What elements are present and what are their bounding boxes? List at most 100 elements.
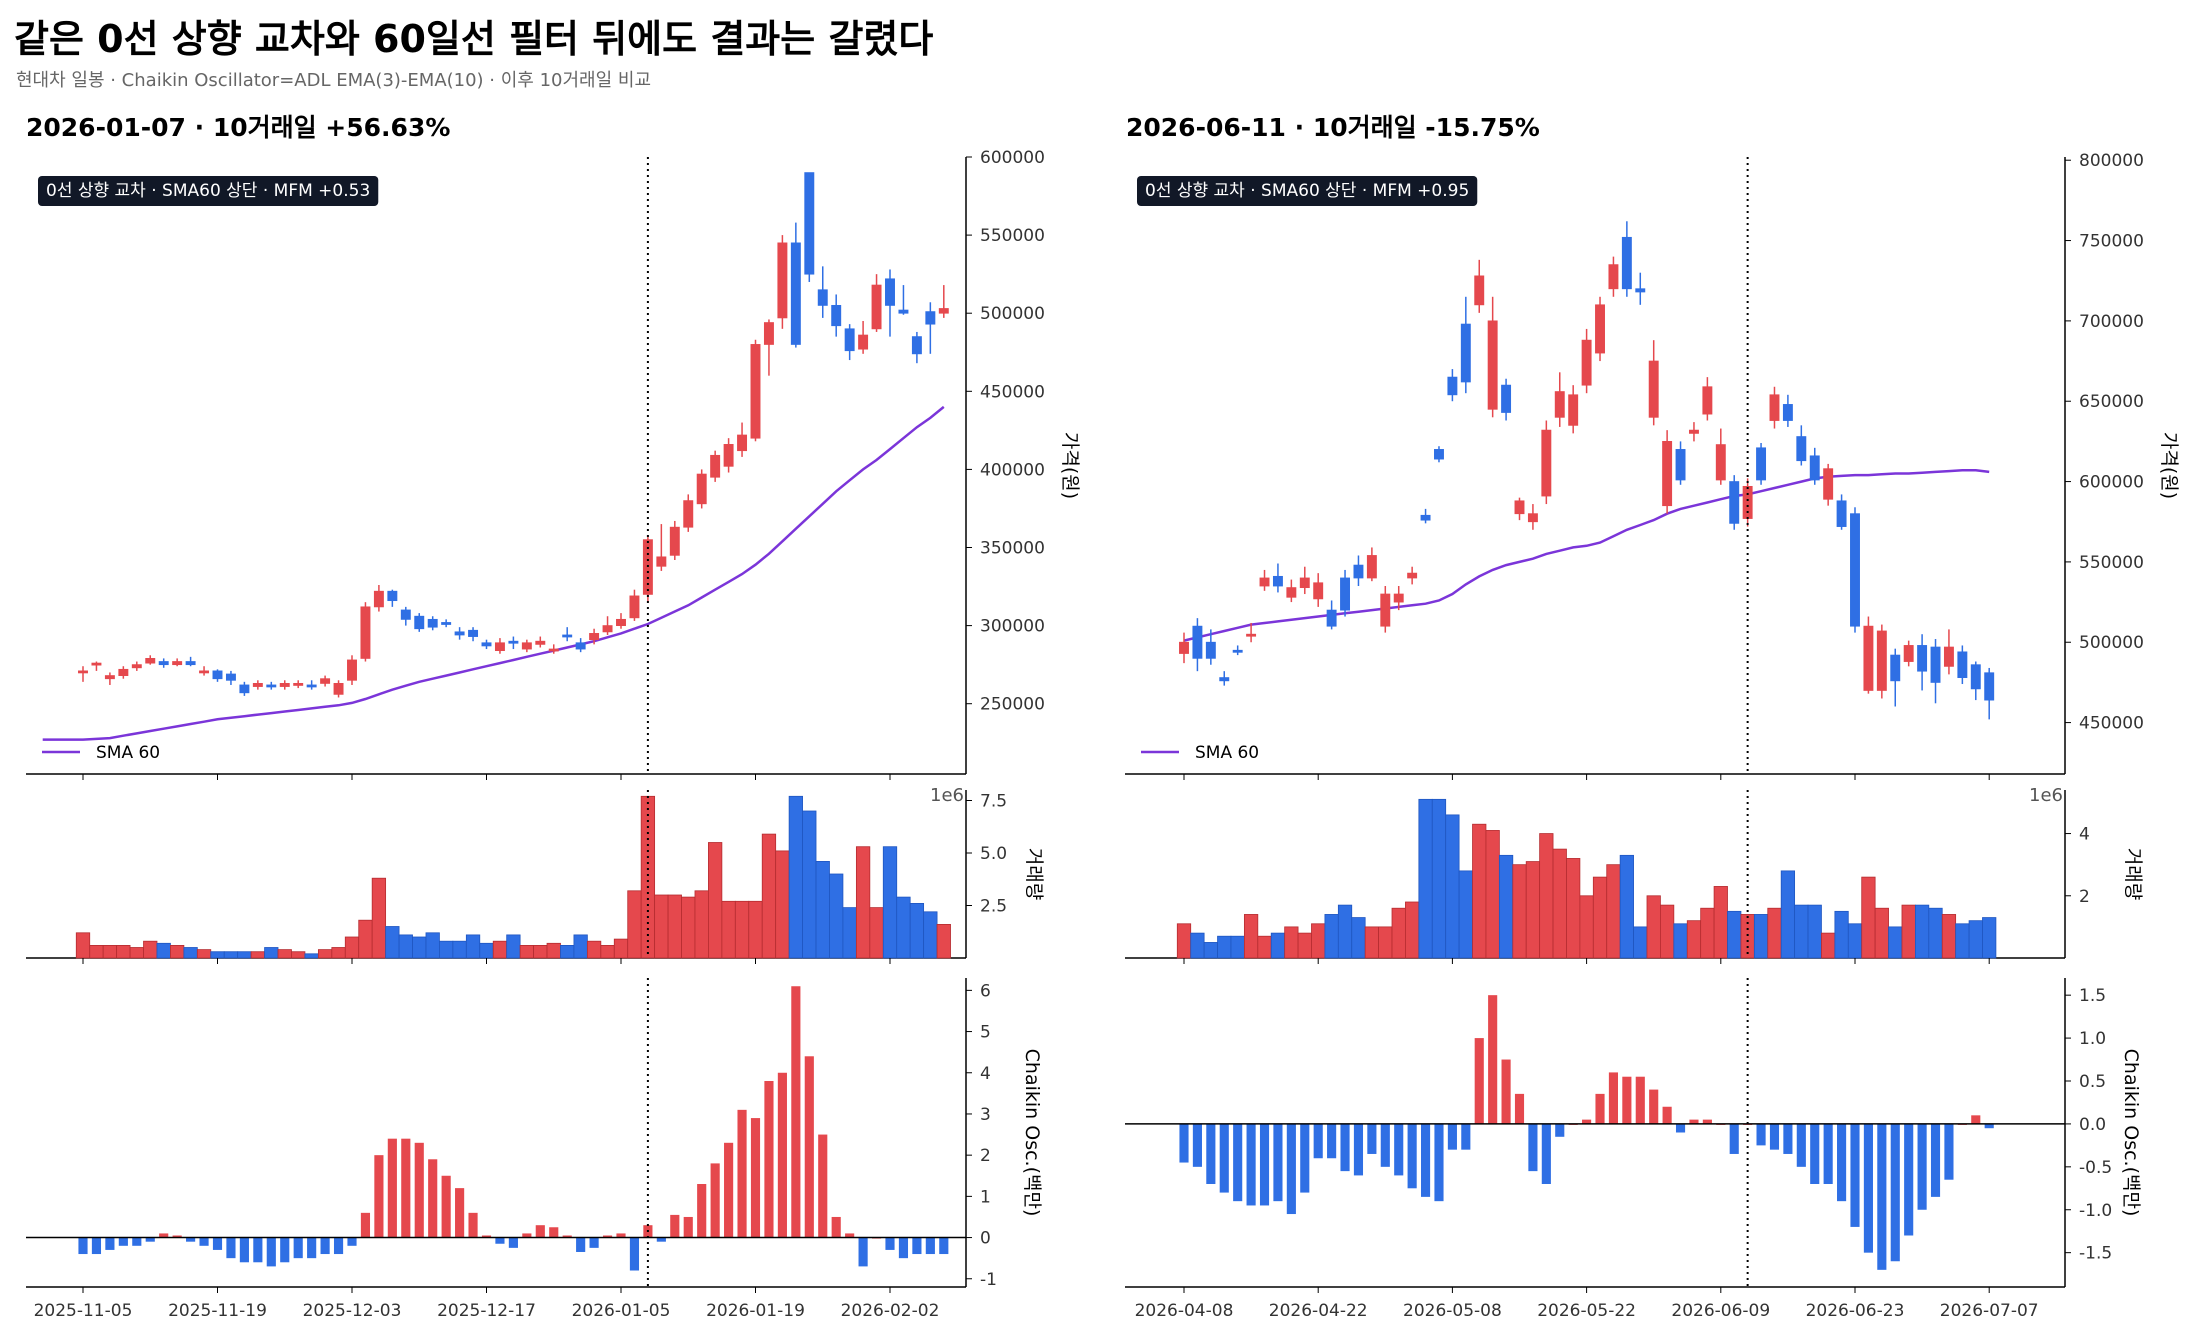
candle-body — [1957, 651, 1968, 678]
volume-bar — [250, 951, 265, 959]
candle-body — [535, 640, 546, 645]
volume-bar — [1740, 914, 1755, 959]
volume-bar — [855, 846, 871, 959]
candle-body — [1286, 587, 1297, 598]
candle-body — [790, 242, 801, 345]
candle-body — [1554, 391, 1565, 418]
volume-bar — [1834, 910, 1849, 959]
candle-body — [1420, 514, 1431, 521]
osc-bar — [414, 1142, 424, 1238]
candle-body — [360, 606, 371, 659]
volume-bar — [75, 932, 91, 959]
candle-body — [185, 661, 196, 666]
volume-bar — [1190, 932, 1205, 959]
x-tick-label: 2026-06-09 — [1671, 1301, 1770, 1321]
volume-bar — [1888, 926, 1903, 959]
volume-bar — [1753, 914, 1769, 959]
volume-bar — [1807, 904, 1822, 959]
osc-bar — [1555, 1123, 1565, 1137]
candle-body — [1380, 593, 1391, 627]
volume-bar — [1418, 798, 1433, 959]
osc-bar — [1622, 1076, 1632, 1124]
osc-bar — [1219, 1123, 1229, 1193]
candle-body — [1527, 513, 1538, 523]
osc-axis-label: Chaikin Osc.(백만) — [2120, 1049, 2142, 1217]
price-tick-label: 300000 — [980, 617, 1045, 637]
chart-panel-2: 2026-06-11 · 10거래일 -15.75% 450000 500000 55… — [1125, 113, 2180, 1321]
candle-body — [1943, 646, 1954, 667]
candle-body — [1890, 654, 1901, 682]
candle-body — [1662, 440, 1673, 507]
candle-body — [104, 675, 115, 680]
candle-body — [1970, 664, 1981, 690]
volume-bar — [748, 900, 763, 959]
candle-body — [1702, 386, 1713, 415]
volume-bar — [1391, 907, 1406, 959]
candle-body — [252, 683, 263, 687]
volume-bar — [1431, 798, 1447, 959]
volume-bar — [264, 947, 279, 959]
osc-tick-label: -1.0 — [2079, 1201, 2112, 1221]
candle-body — [131, 664, 142, 669]
candle-body — [696, 473, 707, 505]
price-tick-label: 350000 — [980, 539, 1045, 559]
volume-bar — [654, 894, 669, 959]
osc-tick-label: -1.5 — [2079, 1244, 2112, 1264]
volume-bar — [102, 945, 118, 959]
candle-body — [320, 678, 331, 684]
candle-body — [602, 625, 613, 633]
volume-bar — [519, 945, 534, 959]
candle-body — [1474, 275, 1485, 306]
osc-bar — [347, 1237, 357, 1246]
candle-body — [1809, 455, 1820, 481]
volume-bar — [721, 900, 736, 959]
x-tick-label: 2026-05-08 — [1403, 1301, 1502, 1321]
candle-body — [1769, 394, 1780, 421]
candle-body — [1984, 672, 1995, 701]
candle-body — [898, 309, 909, 314]
osc-axis-label: Chaikin Osc.(백만) — [1021, 1049, 1043, 1217]
price-tick-label: 500000 — [2079, 633, 2144, 653]
candle-body — [925, 311, 936, 325]
volume-bar — [1794, 904, 1809, 959]
osc-bar — [697, 1184, 707, 1238]
page-title: 같은 0선 상향 교차와 60일선 필터 뒤에도 결과는 갈렸다 — [14, 17, 934, 61]
volume-bar — [815, 861, 830, 959]
candle-body — [1796, 436, 1807, 462]
osc-bar — [804, 1056, 814, 1238]
volume-bar — [1539, 833, 1554, 959]
candle-body — [1259, 577, 1270, 587]
volume-axis-label: 거래량 — [1023, 848, 1045, 900]
price-tick-label: 600000 — [2079, 473, 2144, 493]
volume-bar — [896, 896, 911, 959]
volume-bar — [291, 951, 306, 959]
volume-bar — [923, 911, 938, 959]
volume-bar — [1686, 920, 1702, 959]
osc-bar — [1796, 1123, 1806, 1167]
candle-body — [1595, 304, 1605, 354]
sma60-line — [42, 405, 945, 741]
volume-bar — [1901, 904, 1916, 959]
price-axis-label: 가격(원) — [2158, 432, 2180, 499]
osc-bar — [589, 1237, 599, 1248]
candle-body — [266, 684, 277, 688]
candle-body — [1205, 641, 1216, 659]
osc-bar — [428, 1159, 438, 1238]
osc-bar — [1514, 1093, 1525, 1124]
osc-bar — [145, 1237, 155, 1242]
osc-bar — [1971, 1115, 1981, 1124]
volume-tick-label: 4 — [2079, 825, 2090, 845]
osc-tick-label: 4 — [980, 1064, 991, 1084]
x-tick-label: 2026-07-07 — [1940, 1301, 2039, 1321]
osc-bar — [898, 1237, 909, 1259]
volume-bar — [129, 947, 144, 959]
osc-bar — [441, 1175, 451, 1238]
osc-bar — [1380, 1123, 1390, 1167]
osc-bar — [1488, 995, 1498, 1124]
volume-bar — [708, 842, 723, 959]
candle-body — [777, 242, 788, 319]
volume-exponent-label: 1e6 — [2029, 785, 2063, 806]
volume-bar — [412, 936, 427, 959]
volume-bar — [89, 945, 104, 959]
osc-bar — [831, 1216, 841, 1238]
